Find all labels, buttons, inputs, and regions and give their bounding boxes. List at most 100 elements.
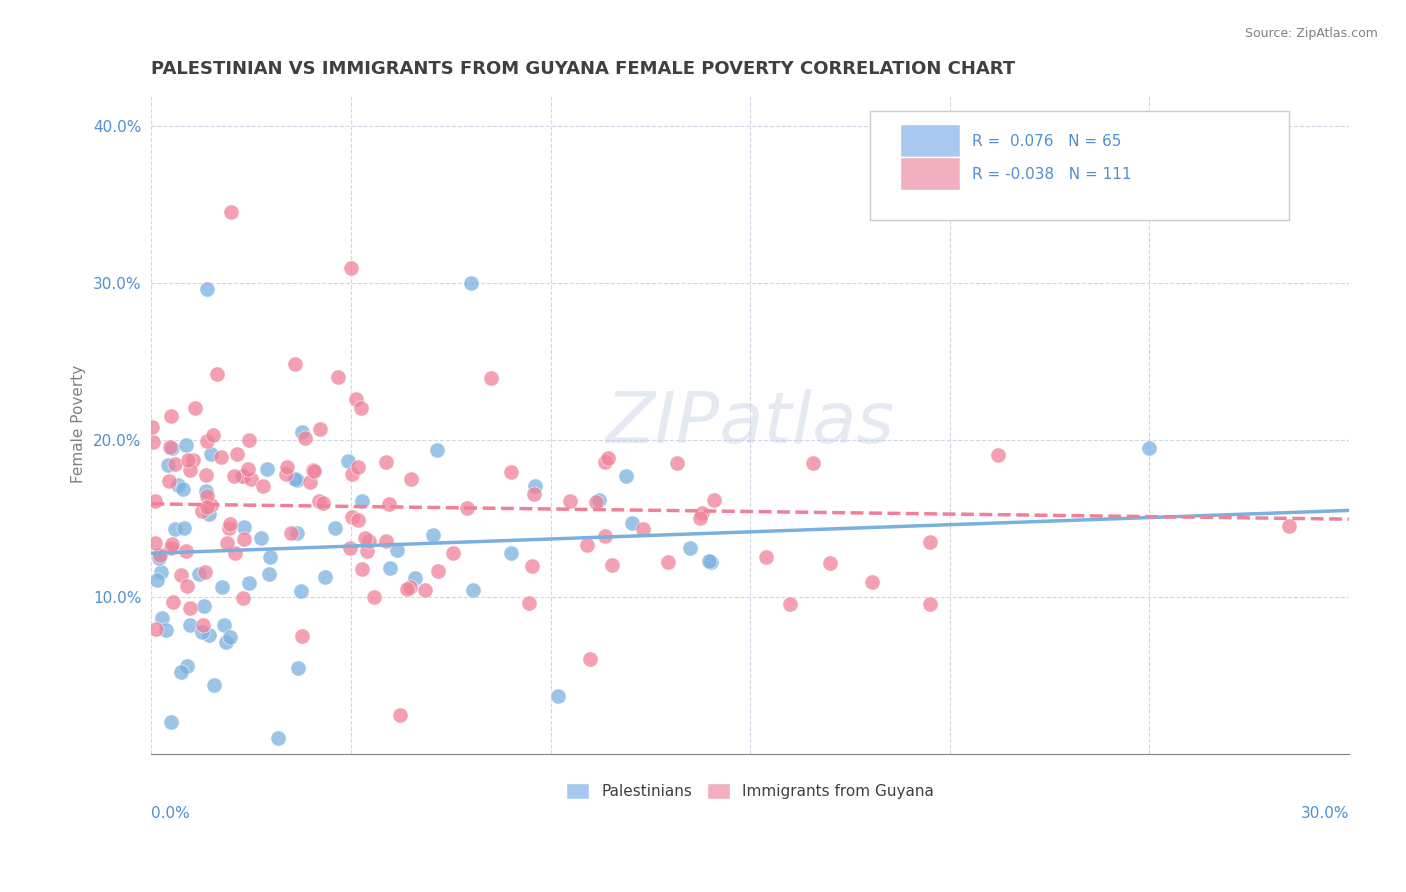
Palestinians	[156, 458, 179, 472]
Palestinians	[231, 468, 253, 483]
Palestinians	[350, 494, 373, 508]
Immigrants from Guyana	[517, 596, 540, 610]
Immigrants from Guyana	[145, 622, 167, 636]
Text: R =  0.076   N = 65: R = 0.076 N = 65	[972, 135, 1121, 149]
Immigrants from Guyana	[274, 467, 297, 481]
Immigrants from Guyana	[374, 533, 396, 548]
Palestinians	[155, 623, 177, 637]
Immigrants from Guyana	[160, 537, 183, 551]
Palestinians	[176, 659, 198, 673]
Immigrants from Guyana	[340, 510, 363, 524]
Immigrants from Guyana	[195, 500, 218, 514]
Immigrants from Guyana	[252, 479, 274, 493]
Palestinians	[165, 522, 187, 536]
Palestinians	[160, 441, 183, 455]
Text: PALESTINIAN VS IMMIGRANTS FROM GUYANA FEMALE POVERTY CORRELATION CHART: PALESTINIAN VS IMMIGRANTS FROM GUYANA FE…	[152, 60, 1015, 78]
Immigrants from Guyana	[596, 450, 619, 465]
Immigrants from Guyana	[160, 409, 183, 424]
Immigrants from Guyana	[176, 579, 198, 593]
Immigrants from Guyana	[238, 461, 260, 475]
Immigrants from Guyana	[232, 591, 254, 606]
Immigrants from Guyana	[363, 590, 385, 604]
Immigrants from Guyana	[142, 434, 165, 449]
Immigrants from Guyana	[326, 369, 349, 384]
Immigrants from Guyana	[177, 453, 200, 467]
Immigrants from Guyana	[141, 420, 163, 434]
Immigrants from Guyana	[354, 531, 377, 545]
Palestinians	[195, 484, 218, 499]
Immigrants from Guyana	[689, 511, 711, 525]
Immigrants from Guyana	[222, 469, 245, 483]
Palestinians	[336, 454, 359, 468]
Immigrants from Guyana	[585, 495, 607, 509]
Y-axis label: Female Poverty: Female Poverty	[72, 365, 86, 483]
Immigrants from Guyana	[238, 433, 260, 447]
Immigrants from Guyana	[232, 532, 254, 546]
Palestinians	[285, 525, 308, 540]
Palestinians	[285, 473, 308, 487]
Immigrants from Guyana	[703, 492, 725, 507]
FancyBboxPatch shape	[900, 157, 960, 190]
Immigrants from Guyana	[575, 538, 598, 552]
Palestinians	[198, 628, 221, 642]
Immigrants from Guyana	[398, 580, 420, 594]
Palestinians	[523, 478, 546, 492]
Immigrants from Guyana	[191, 504, 214, 518]
Immigrants from Guyana	[302, 463, 325, 477]
FancyBboxPatch shape	[900, 124, 960, 157]
Text: 30.0%: 30.0%	[1301, 806, 1348, 822]
Palestinians	[267, 731, 290, 745]
Immigrants from Guyana	[357, 533, 380, 548]
Legend: Palestinians, Immigrants from Guyana: Palestinians, Immigrants from Guyana	[560, 777, 941, 805]
Palestinians	[160, 715, 183, 730]
Immigrants from Guyana	[195, 434, 218, 449]
Palestinians	[460, 276, 482, 290]
Immigrants from Guyana	[523, 487, 546, 501]
Palestinians	[1137, 441, 1160, 455]
Immigrants from Guyana	[157, 475, 180, 489]
Immigrants from Guyana	[143, 494, 166, 508]
Immigrants from Guyana	[501, 466, 523, 480]
Palestinians	[193, 599, 215, 613]
Palestinians	[290, 584, 312, 599]
Immigrants from Guyana	[690, 506, 713, 520]
Palestinians	[678, 541, 700, 555]
Palestinians	[211, 580, 233, 594]
Palestinians	[150, 611, 173, 625]
Palestinians	[547, 689, 569, 703]
Immigrants from Guyana	[346, 392, 368, 407]
Immigrants from Guyana	[284, 357, 307, 371]
Palestinians	[212, 618, 235, 632]
Immigrants from Guyana	[818, 556, 841, 570]
Palestinians	[198, 508, 221, 522]
Palestinians	[174, 438, 197, 452]
Immigrants from Guyana	[240, 472, 263, 486]
Immigrants from Guyana	[165, 457, 187, 471]
Immigrants from Guyana	[181, 452, 204, 467]
Text: R = -0.038   N = 111: R = -0.038 N = 111	[972, 168, 1132, 182]
Immigrants from Guyana	[657, 555, 679, 569]
Palestinians	[325, 520, 347, 534]
Immigrants from Guyana	[347, 460, 370, 475]
Immigrants from Guyana	[520, 558, 543, 573]
Immigrants from Guyana	[184, 401, 207, 415]
Palestinians	[188, 567, 211, 582]
Immigrants from Guyana	[456, 501, 478, 516]
Immigrants from Guyana	[291, 629, 314, 643]
Immigrants from Guyana	[309, 422, 332, 436]
Palestinians	[461, 583, 484, 598]
Palestinians	[588, 492, 610, 507]
Immigrants from Guyana	[312, 495, 335, 509]
Immigrants from Guyana	[201, 427, 224, 442]
Immigrants from Guyana	[860, 574, 883, 589]
Immigrants from Guyana	[191, 617, 214, 632]
Immigrants from Guyana	[375, 455, 398, 469]
Immigrants from Guyana	[426, 564, 449, 578]
Immigrants from Guyana	[755, 550, 778, 565]
Immigrants from Guyana	[339, 541, 361, 555]
Palestinians	[215, 634, 238, 648]
Palestinians	[173, 521, 195, 535]
Immigrants from Guyana	[143, 536, 166, 550]
Palestinians	[256, 462, 278, 476]
Immigrants from Guyana	[205, 367, 228, 381]
